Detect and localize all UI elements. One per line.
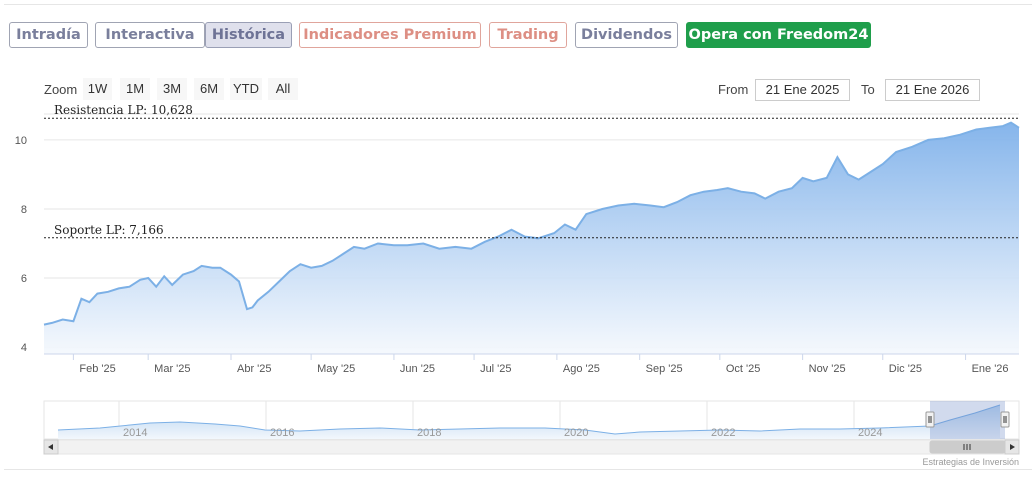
navigator-year-label: 2024	[858, 427, 882, 439]
arrow-left-icon	[48, 444, 53, 450]
x-tick-label: Mar '25	[154, 363, 190, 375]
top-divider	[4, 4, 1032, 5]
navigator-area	[58, 405, 1000, 439]
tab-opera-freedom24[interactable]: Opera con Freedom24	[686, 22, 871, 48]
range-from-input[interactable]: 21 Ene 2025	[755, 79, 850, 101]
navigator-year-label: 2020	[564, 427, 588, 439]
tab-dividendos[interactable]: Dividendos	[575, 22, 678, 48]
credit-text: Estrategias de Inversión	[922, 457, 1019, 467]
x-tick-label: May '25	[317, 363, 355, 375]
x-tick-label: Nov '25	[809, 363, 846, 375]
navigator-year-label: 2016	[270, 427, 294, 439]
tab-indicadores-premium[interactable]: Indicadores Premium	[299, 22, 481, 48]
zoom-1w-button[interactable]: 1W	[83, 78, 112, 100]
price-line	[43, 121, 1020, 326]
y-tick-label: 6	[21, 273, 27, 285]
zoom-6m-button[interactable]: 6M	[194, 78, 224, 100]
x-axis: Feb '25 Mar '25 Abr '25 May '25 Jun '25 Jul '…	[44, 353, 1019, 375]
zoom-1m-button[interactable]: 1M	[120, 78, 150, 100]
navigator-selection	[930, 401, 1005, 439]
navigator-handle[interactable]	[925, 411, 935, 428]
y-tick-label: 10	[15, 135, 27, 147]
bottom-divider	[4, 469, 1032, 470]
x-tick-label: Abr '25	[237, 363, 272, 375]
zoom-all-button[interactable]: All	[268, 78, 298, 100]
y-axis-labels: 4 6 8 10	[15, 135, 27, 354]
tab-intradia[interactable]: Intradía	[9, 22, 88, 48]
zoom-3m-button[interactable]: 3M	[157, 78, 187, 100]
reference-lines: Resistencia LP: 10,628 Soporte LP: 7,166	[44, 103, 1019, 239]
y-tick-label: 4	[21, 342, 27, 354]
zoom-label: Zoom	[44, 82, 78, 97]
x-tick-label: Oct '25	[726, 363, 761, 375]
navigator-year-label: 2014	[123, 427, 147, 439]
tab-interactiva[interactable]: Interactiva	[95, 22, 205, 48]
navigator: 2014 2016 2018 2020 2022 2024	[43, 400, 1020, 455]
x-tick-label: Ene '26	[972, 363, 1009, 375]
x-tick-label: Jun '25	[400, 363, 435, 375]
range-from-label: From	[718, 82, 749, 97]
zoom-ytd-button[interactable]: YTD	[230, 78, 262, 100]
x-tick-label: Feb '25	[79, 363, 115, 375]
navigator-handle[interactable]	[1000, 411, 1010, 428]
tab-historica[interactable]: Histórica	[205, 22, 292, 48]
reference-line-label: Resistencia LP: 10,628	[54, 103, 193, 117]
x-tick-label: Dic '25	[889, 363, 922, 375]
navigator-year-label: 2022	[711, 427, 735, 439]
x-tick-label: Ago '25	[563, 363, 600, 375]
reference-line-label: Soporte LP: 7,166	[54, 223, 164, 237]
tab-trading[interactable]: Trading	[489, 22, 567, 48]
scrollbar-track	[43, 439, 1020, 455]
x-tick-label: Sep '25	[646, 363, 683, 375]
x-tick-label: Jul '25	[480, 363, 511, 375]
arrow-right-icon	[1010, 444, 1015, 450]
navigator-line	[57, 404, 1001, 435]
y-tick-label: 8	[21, 204, 27, 216]
range-to-input[interactable]: 21 Ene 2026	[885, 79, 980, 101]
range-to-label: To	[861, 82, 875, 97]
navigator-year-label: 2018	[417, 427, 441, 439]
